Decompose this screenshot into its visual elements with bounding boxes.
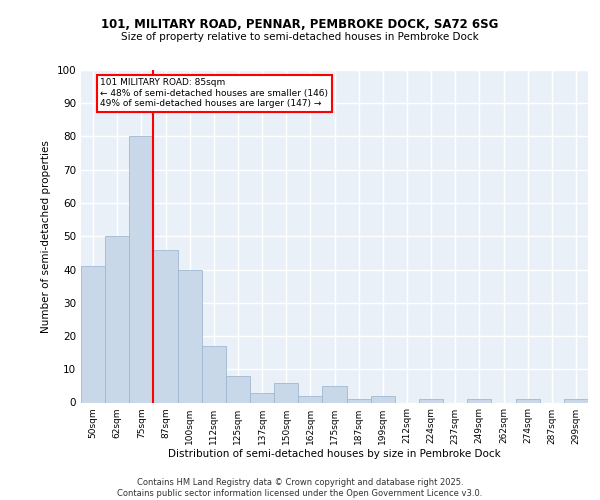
Bar	[322, 386, 347, 402]
Bar	[154, 250, 178, 402]
Bar	[419, 399, 443, 402]
Bar	[250, 392, 274, 402]
Bar	[371, 396, 395, 402]
Y-axis label: Number of semi-detached properties: Number of semi-detached properties	[41, 140, 51, 332]
Bar	[81, 266, 105, 402]
Text: Contains HM Land Registry data © Crown copyright and database right 2025.
Contai: Contains HM Land Registry data © Crown c…	[118, 478, 482, 498]
Bar	[202, 346, 226, 403]
Bar	[298, 396, 322, 402]
Text: 101 MILITARY ROAD: 85sqm
← 48% of semi-detached houses are smaller (146)
49% of : 101 MILITARY ROAD: 85sqm ← 48% of semi-d…	[100, 78, 328, 108]
Bar	[105, 236, 129, 402]
X-axis label: Distribution of semi-detached houses by size in Pembroke Dock: Distribution of semi-detached houses by …	[168, 450, 501, 460]
Bar	[226, 376, 250, 402]
Bar	[347, 399, 371, 402]
Bar	[129, 136, 154, 402]
Bar	[178, 270, 202, 402]
Bar	[274, 382, 298, 402]
Bar	[467, 399, 491, 402]
Text: Size of property relative to semi-detached houses in Pembroke Dock: Size of property relative to semi-detach…	[121, 32, 479, 42]
Bar	[515, 399, 540, 402]
Bar	[564, 399, 588, 402]
Text: 101, MILITARY ROAD, PENNAR, PEMBROKE DOCK, SA72 6SG: 101, MILITARY ROAD, PENNAR, PEMBROKE DOC…	[101, 18, 499, 30]
